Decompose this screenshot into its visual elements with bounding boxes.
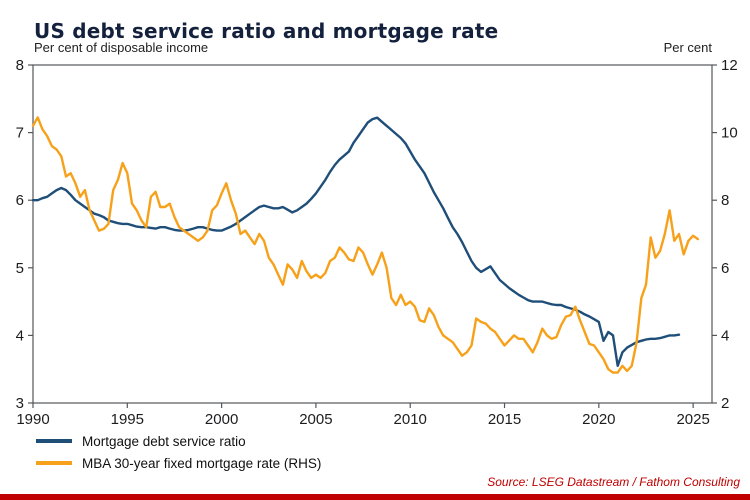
source-note: Source: LSEG Datastream / Fathom Consult… bbox=[487, 475, 740, 489]
legend-swatch-dsr bbox=[36, 439, 72, 443]
y-right-tick-label: 12 bbox=[721, 57, 738, 74]
legend-label-mortgage-rate: MBA 30-year fixed mortgage rate (RHS) bbox=[82, 455, 322, 471]
x-tick-label: 2000 bbox=[205, 411, 238, 428]
legend-label-dsr: Mortgage debt service ratio bbox=[82, 433, 246, 449]
x-tick-label: 2020 bbox=[582, 411, 615, 428]
y-right-tick-label: 6 bbox=[721, 260, 729, 277]
x-tick-label: 1995 bbox=[111, 411, 144, 428]
y-right-tick-label: 8 bbox=[721, 192, 729, 209]
series-line-0 bbox=[31, 116, 681, 367]
x-tick-label: 2010 bbox=[394, 411, 427, 428]
right-axis-unit-label: Per cent bbox=[663, 40, 712, 55]
legend-item: MBA 30-year fixed mortgage rate (RHS) bbox=[36, 452, 321, 474]
plot-frame bbox=[32, 64, 713, 404]
y-right-tick-label: 2 bbox=[721, 395, 729, 412]
left-axis-unit-label: Per cent of disposable income bbox=[34, 40, 209, 55]
legend: Mortgage debt service ratio MBA 30-year … bbox=[36, 430, 321, 474]
y-left-tick-label: 7 bbox=[16, 125, 24, 142]
x-tick-label: 2025 bbox=[676, 411, 709, 428]
x-tick-label: 2015 bbox=[488, 411, 521, 428]
y-left-tick-label: 6 bbox=[16, 192, 24, 209]
y-left-tick-label: 5 bbox=[16, 260, 24, 277]
footer-accent-bar bbox=[0, 494, 750, 500]
y-right-tick-label: 10 bbox=[721, 125, 738, 142]
y-left-tick-label: 4 bbox=[16, 327, 24, 344]
series-line-1 bbox=[31, 116, 700, 374]
legend-swatch-mortgage-rate bbox=[36, 461, 72, 465]
chart-title: US debt service ratio and mortgage rate bbox=[34, 19, 499, 44]
legend-item: Mortgage debt service ratio bbox=[36, 430, 321, 452]
y-left-tick-label: 8 bbox=[16, 57, 24, 74]
x-tick-label: 1990 bbox=[16, 411, 49, 428]
x-tick-label: 2005 bbox=[299, 411, 332, 428]
y-right-tick-label: 4 bbox=[721, 327, 729, 344]
y-left-tick-label: 3 bbox=[16, 395, 24, 412]
